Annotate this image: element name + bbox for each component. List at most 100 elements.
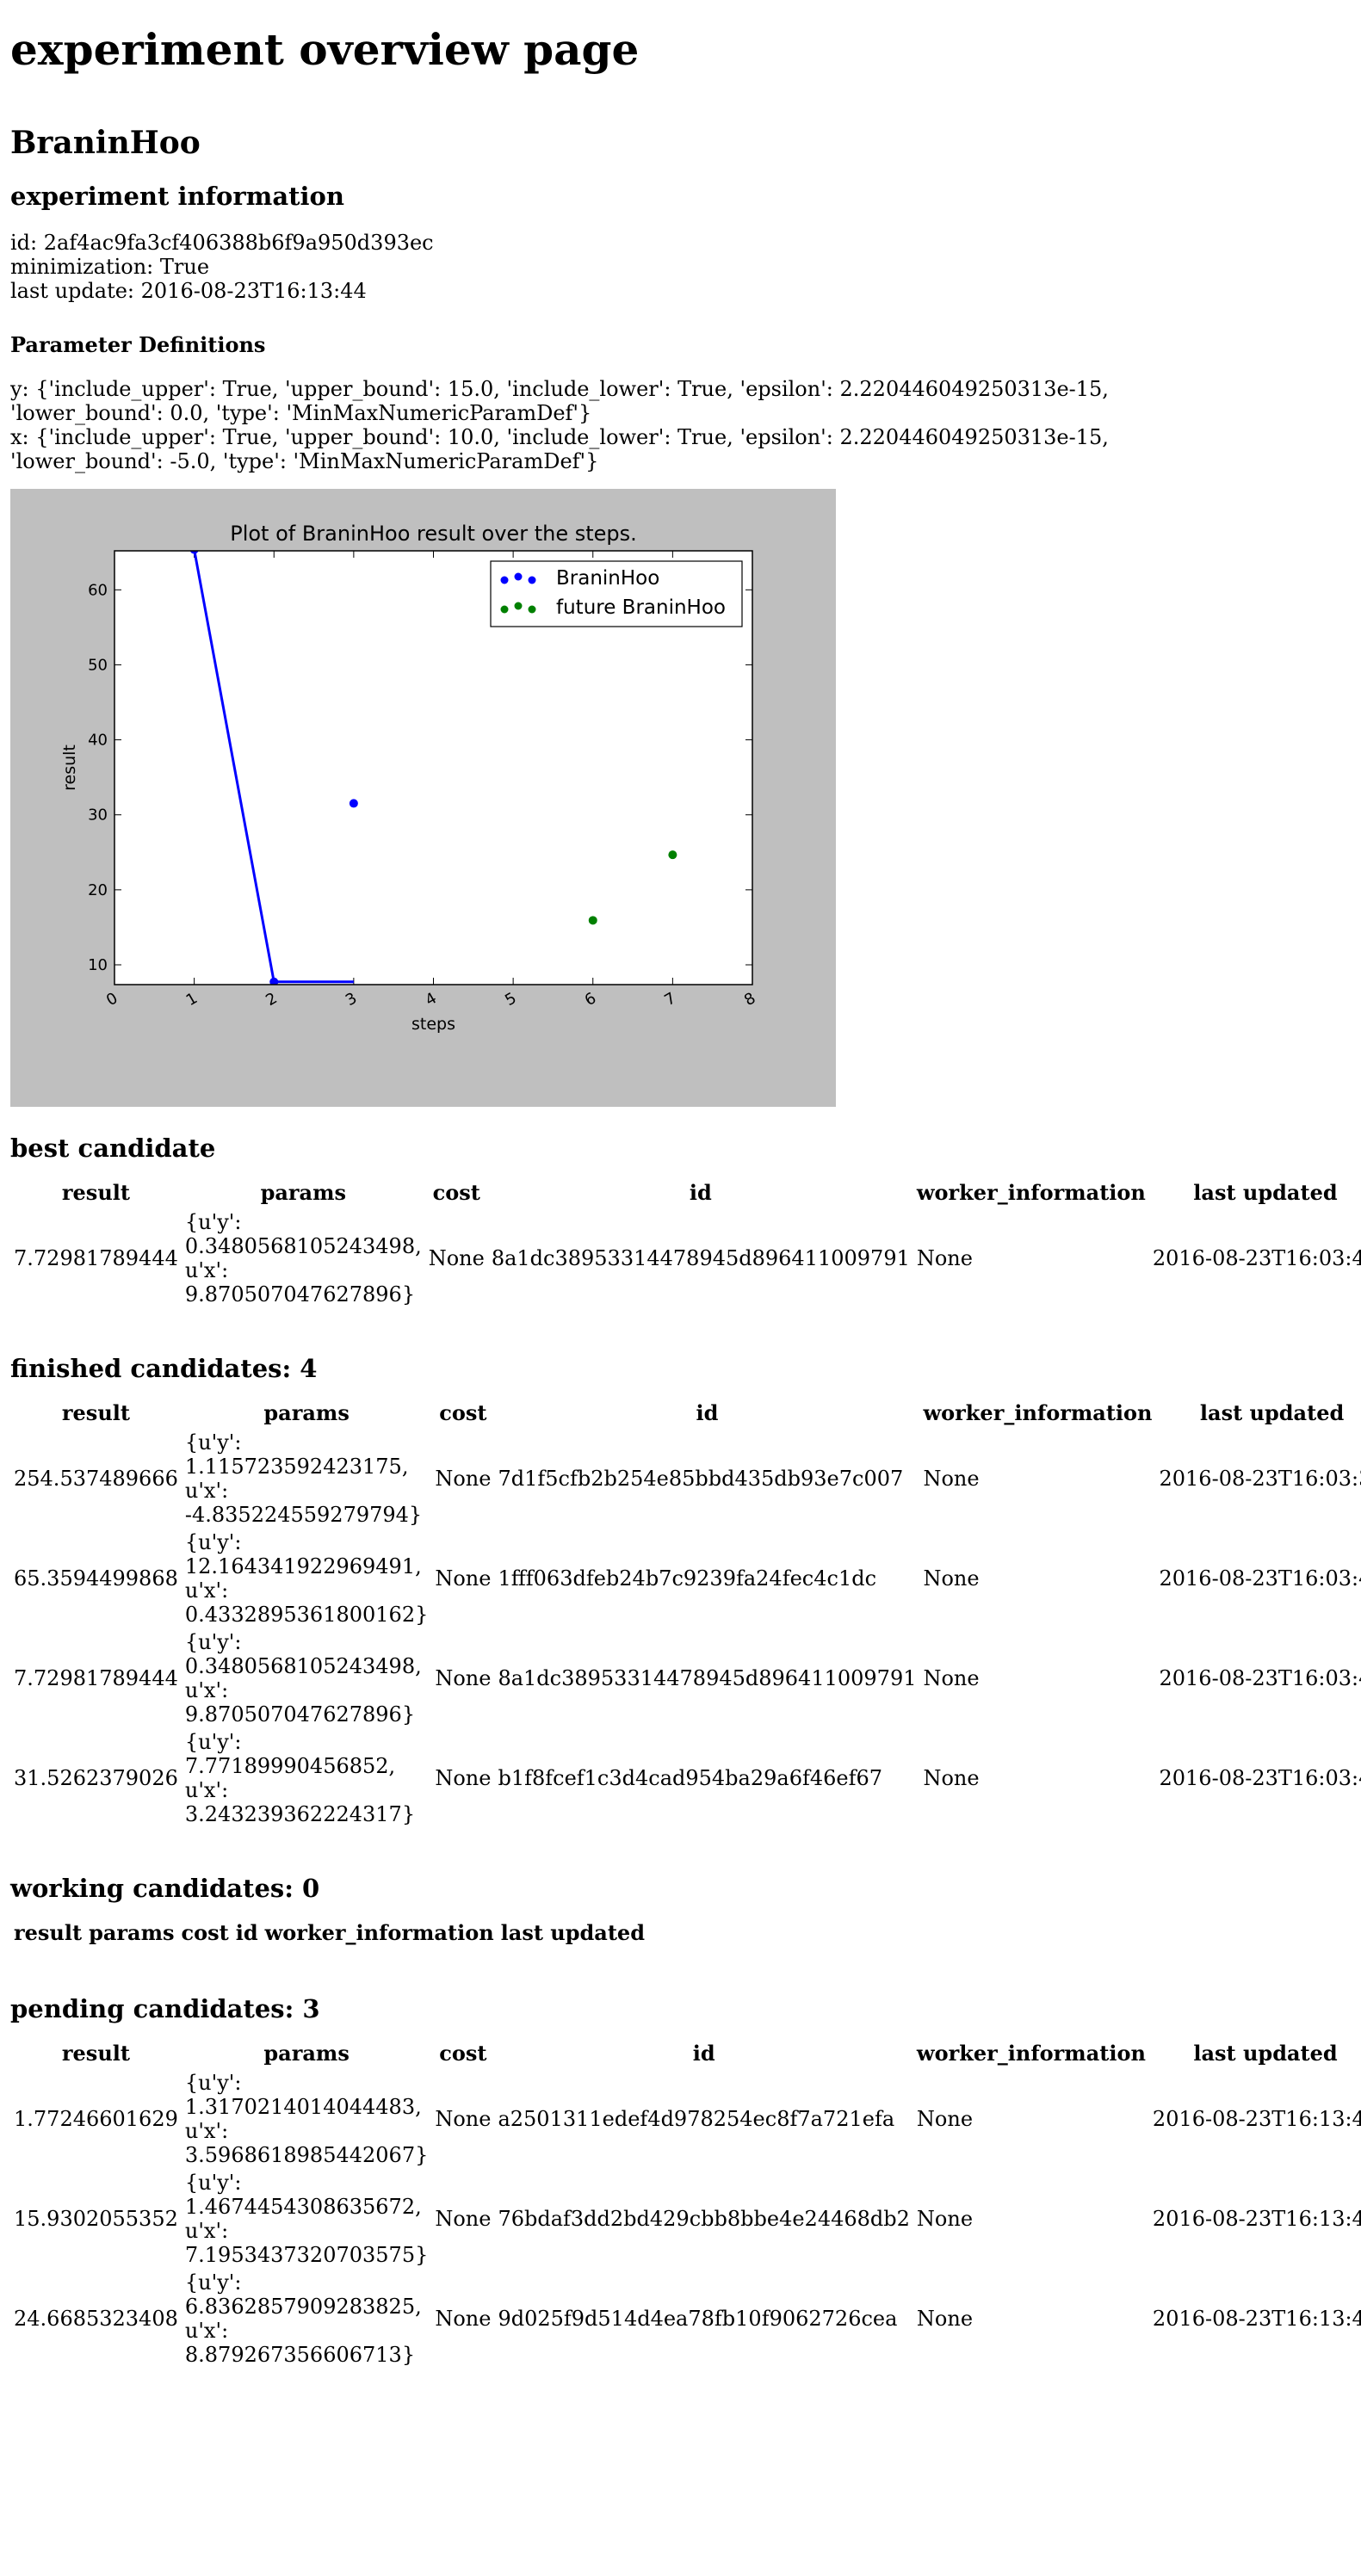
table-row: 31.5262379026{u'y': 7.77189990456852, u'… <box>12 1730 1361 1826</box>
table-cell: None <box>921 1630 1154 1727</box>
legend-label: BraninHoo <box>556 567 659 590</box>
y-tick-label: 60 <box>88 581 108 599</box>
table-cell: None <box>921 1430 1154 1527</box>
column-header: cost <box>433 2040 492 2067</box>
column-header: result <box>12 1399 180 1427</box>
table-cell: None <box>433 2171 492 2267</box>
chart: Plot of BraninHoo result over the steps.… <box>10 489 836 1107</box>
legend-marker <box>529 606 536 614</box>
column-header: worker_information <box>921 1399 1154 1427</box>
info-line: minimization: True <box>10 255 1121 279</box>
page-body: experiment overview page BraninHoo exper… <box>0 24 1361 2576</box>
legend-marker <box>501 606 509 614</box>
table-cell: 76bdaf3dd2bd429cbb8bbe4e24468db2 <box>496 2171 911 2267</box>
table-cell: 2016-08-23T16:13:44 <box>1151 2071 1361 2167</box>
table-cell: None <box>433 1430 492 1527</box>
x-axis-label: steps <box>411 1015 455 1034</box>
table-cell: None <box>433 1630 492 1727</box>
table-cell: None <box>433 2071 492 2167</box>
y-tick-label: 30 <box>88 806 108 825</box>
table-cell: {u'y': 12.164341922969491, u'x': 0.43328… <box>183 1530 430 1627</box>
table-row: 24.6685323408{u'y': 6.8362857909283825, … <box>12 2270 1361 2367</box>
column-header: params <box>183 2040 430 2067</box>
point <box>589 916 597 924</box>
column-header: id <box>234 1919 260 1947</box>
column-header: worker_information <box>263 1919 496 1947</box>
y-tick-label: 40 <box>88 732 108 750</box>
table-cell: 2016-08-23T16:03:48 <box>1151 1210 1361 1307</box>
table-row: 65.3594499868{u'y': 12.164341922969491, … <box>12 1530 1361 1627</box>
table-cell: 1fff063dfeb24b7c9239fa24fec4c1dc <box>496 1530 918 1627</box>
table-cell: None <box>915 1210 1148 1307</box>
table-cell: None <box>433 1730 492 1826</box>
table-cell: 2016-08-23T16:03:47 <box>1158 1530 1361 1627</box>
legend-marker <box>515 602 523 610</box>
legend-marker <box>529 577 536 584</box>
table-cell: 7d1f5cfb2b254e85bbd435db93e7c007 <box>496 1430 918 1527</box>
column-header: result <box>12 1179 180 1207</box>
info-line: id: 2af4ac9fa3cf406388b6f9a950d393ec <box>10 231 1121 255</box>
table-row: 254.537489666{u'y': 1.115723592423175, u… <box>12 1430 1361 1527</box>
param-title: Parameter Definitions <box>10 332 1351 358</box>
table-cell: a2501311edef4d978254ec8f7a721efa <box>496 2071 911 2167</box>
column-header: id <box>496 1399 918 1427</box>
table-cell: 8a1dc38953314478945d896411009791 <box>490 1210 912 1307</box>
column-header: cost <box>180 1919 231 1947</box>
table-cell: 15.9302055352 <box>12 2171 180 2267</box>
table-cell: 7.72981789444 <box>12 1630 180 1727</box>
point <box>350 799 358 807</box>
table-cell: None <box>433 2270 492 2367</box>
section-title: best candidate <box>10 1133 1351 1164</box>
table-row: 7.72981789444{u'y': 0.3480568105243498, … <box>12 1630 1361 1727</box>
table-cell: 2016-08-23T16:03:36 <box>1158 1430 1361 1527</box>
legend-label: future BraninHoo <box>556 596 726 619</box>
table-cell: None <box>921 1530 1154 1627</box>
chart-title: Plot of BraninHoo result over the steps. <box>230 522 637 546</box>
table-cell: 254.537489666 <box>12 1430 180 1527</box>
page-title: experiment overview page <box>10 24 1351 76</box>
table-row: 7.72981789444{u'y': 0.3480568105243498, … <box>12 1210 1361 1307</box>
table-cell: 31.5262379026 <box>12 1730 180 1826</box>
column-header: params <box>183 1399 430 1427</box>
table-cell: None <box>427 1210 486 1307</box>
table-cell: 65.3594499868 <box>12 1530 180 1627</box>
table-cell: None <box>915 2171 1148 2267</box>
column-header: last updated <box>1151 2040 1361 2067</box>
table-cell: 7.72981789444 <box>12 1210 180 1307</box>
table-row: 1.77246601629{u'y': 1.3170214014044483, … <box>12 2071 1361 2167</box>
table-cell: 2016-08-23T16:13:44 <box>1151 2270 1361 2367</box>
table-cell: 8a1dc38953314478945d896411009791 <box>496 1630 918 1727</box>
table-cell: {u'y': 1.3170214014044483, u'x': 3.59686… <box>183 2071 430 2167</box>
column-header: cost <box>427 1179 486 1207</box>
legend-marker <box>515 573 523 581</box>
table-cell: 2016-08-23T16:03:48 <box>1158 1730 1361 1826</box>
y-tick-label: 50 <box>88 656 108 674</box>
content: experiment overview page BraninHoo exper… <box>0 24 1361 2370</box>
column-header: id <box>496 2040 911 2067</box>
column-header: last updated <box>1151 1179 1361 1207</box>
column-header: params <box>87 1919 176 1947</box>
table-cell: b1f8fcef1c3d4cad954ba29a6f46ef67 <box>496 1730 918 1826</box>
table-cell: None <box>921 1730 1154 1826</box>
table-row: 15.9302055352{u'y': 1.4674454308635672, … <box>12 2171 1361 2267</box>
legend-marker <box>501 577 509 584</box>
table-cell: None <box>433 1530 492 1627</box>
table-cell: {u'y': 7.77189990456852, u'x': 3.2432393… <box>183 1730 430 1826</box>
experiment-name: BraninHoo <box>10 124 1351 162</box>
y-tick-label: 10 <box>88 956 108 974</box>
column-header: result <box>12 2040 180 2067</box>
table-cell: 2016-08-23T16:13:44 <box>1151 2171 1361 2267</box>
y-tick-label: 20 <box>88 881 108 899</box>
param-line: y: {'include_upper': True, 'upper_bound'… <box>10 377 1121 425</box>
